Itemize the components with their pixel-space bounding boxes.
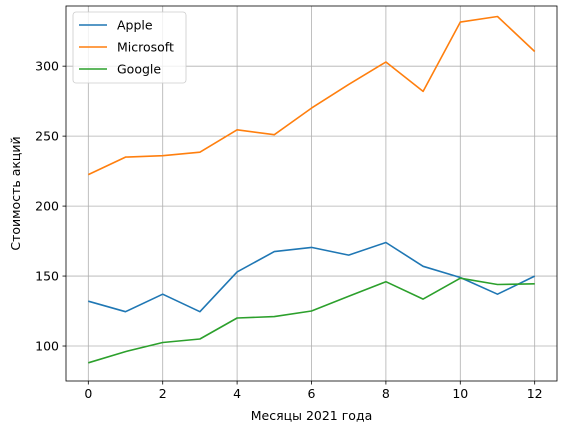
x-tick-label: 0 (84, 386, 92, 401)
legend-label-microsoft: Microsoft (117, 40, 174, 55)
series-line-google (88, 277, 535, 364)
x-tick-label: 8 (382, 386, 390, 401)
x-tick-label: 2 (159, 386, 167, 401)
series-line-microsoft (87, 15, 536, 176)
y-tick-label: 200 (35, 199, 59, 214)
x-tick-label: 6 (308, 386, 316, 401)
legend-label-apple: Apple (117, 18, 153, 33)
legend-label-google: Google (117, 62, 161, 77)
x-tick-label: 12 (527, 386, 543, 401)
y-tick-label: 100 (35, 339, 59, 354)
legend-box (72, 11, 187, 84)
y-tick-label: 300 (35, 59, 59, 74)
series-lines (87, 15, 536, 364)
x-tick-label: 4 (233, 386, 241, 401)
y-tick-label: 250 (35, 129, 59, 144)
y-axis-label: Стоимость акций (8, 136, 23, 250)
legend: Apple Microsoft Google (72, 11, 187, 84)
y-tick-label: 150 (35, 269, 59, 284)
x-tick-label: 10 (452, 386, 468, 401)
axis-ticks: 0 2 4 6 8 10 12 100 150 200 250 300 (35, 59, 542, 401)
x-axis-label: Месяцы 2021 года (251, 408, 373, 423)
